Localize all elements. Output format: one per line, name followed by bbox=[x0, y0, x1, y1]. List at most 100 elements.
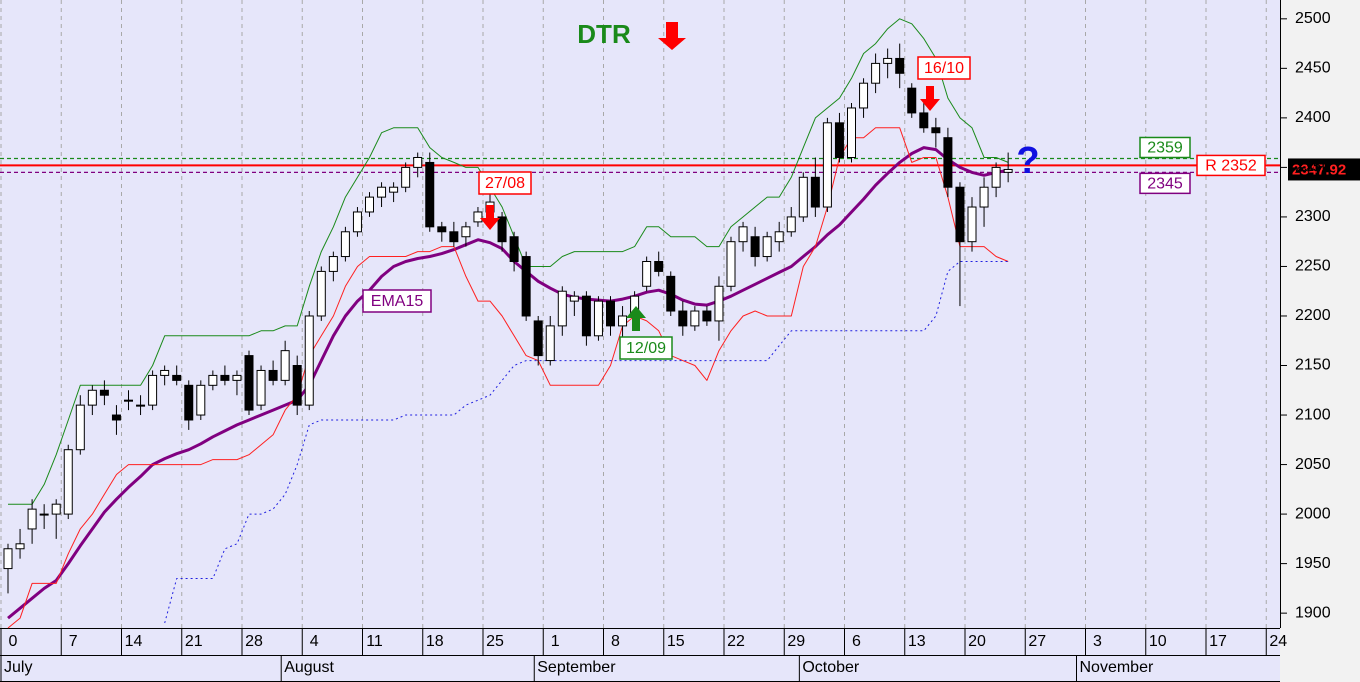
month-label: November bbox=[1080, 659, 1154, 676]
candle-body bbox=[545, 325, 555, 362]
overlay: 2359 R 2352 2345 EMA15 2347.92 DTR 27/08 16/10 1… bbox=[362, 19, 1360, 360]
x-tick-label: 24 bbox=[1269, 633, 1287, 650]
candle-body bbox=[220, 374, 230, 381]
candle-body bbox=[786, 216, 796, 233]
y-tick-label: 2150 bbox=[1295, 357, 1331, 374]
candle-body bbox=[340, 231, 350, 258]
candle-body bbox=[726, 241, 736, 287]
candle-body bbox=[810, 176, 820, 208]
y-tick-label: 2350 bbox=[1295, 159, 1331, 176]
candle-body bbox=[87, 389, 97, 406]
candle-body bbox=[389, 186, 399, 193]
annotation: DTR bbox=[577, 19, 631, 49]
y-tick-label: 2250 bbox=[1295, 258, 1331, 275]
level-label: 2359 bbox=[1147, 140, 1183, 157]
y-tick-label: 2000 bbox=[1295, 505, 1331, 522]
candle-body bbox=[762, 236, 772, 258]
candle-body bbox=[991, 166, 1001, 188]
series-label: EMA15 bbox=[371, 293, 424, 310]
candle-body bbox=[15, 543, 25, 550]
candle-body bbox=[654, 261, 664, 272]
down-arrow bbox=[480, 205, 500, 230]
candle-body bbox=[690, 310, 700, 327]
annotation-box bbox=[478, 171, 532, 195]
candle-body bbox=[509, 236, 519, 263]
candle-body bbox=[244, 355, 254, 411]
candle-body bbox=[292, 365, 302, 406]
candle-body bbox=[642, 261, 652, 287]
candle-body bbox=[931, 127, 941, 134]
candle-body bbox=[738, 226, 748, 243]
candle-body bbox=[557, 290, 567, 327]
x-tick-label: 13 bbox=[908, 633, 926, 650]
x-tick-label: 14 bbox=[125, 633, 143, 650]
x-tick-label: 28 bbox=[245, 633, 263, 650]
candle-body bbox=[1003, 168, 1013, 173]
candle-body bbox=[859, 82, 869, 109]
candle-body bbox=[172, 374, 182, 381]
x-tick-label: 6 bbox=[852, 633, 861, 650]
x-tick-label: 15 bbox=[667, 633, 685, 650]
x-tick-label: 3 bbox=[1093, 633, 1102, 650]
level-label: 2345 bbox=[1147, 176, 1183, 193]
candle-body bbox=[871, 62, 881, 84]
candle-body bbox=[232, 374, 242, 381]
x-tick-label: 27 bbox=[1028, 633, 1046, 650]
candle-body bbox=[377, 186, 387, 198]
candle-body bbox=[27, 508, 37, 530]
candle-body bbox=[401, 166, 411, 188]
candle-body bbox=[3, 548, 13, 570]
candle-body bbox=[834, 122, 844, 158]
candle-body bbox=[618, 315, 628, 327]
candle-body bbox=[437, 226, 447, 233]
annotation: 16/10 bbox=[924, 60, 964, 77]
candle-body bbox=[979, 186, 989, 208]
level-label-box bbox=[1139, 136, 1191, 159]
x-tick-label: 22 bbox=[727, 633, 745, 650]
candle-body bbox=[280, 350, 290, 381]
candle-body bbox=[268, 369, 278, 381]
candle-body bbox=[798, 176, 808, 218]
y-tick-label: 2200 bbox=[1295, 307, 1331, 324]
candle-body bbox=[75, 404, 85, 451]
candle-body bbox=[919, 112, 929, 129]
candle-body bbox=[124, 399, 133, 402]
up-arrow bbox=[626, 306, 646, 331]
candle-body bbox=[136, 404, 146, 407]
candle-body bbox=[666, 275, 676, 312]
candle-body bbox=[907, 87, 917, 114]
last-price-label: 2347.92 bbox=[1292, 161, 1346, 178]
candle-body bbox=[160, 369, 170, 376]
x-tick-label: 0 bbox=[9, 633, 18, 650]
x-tick-label: 10 bbox=[1149, 633, 1167, 650]
month-label: July bbox=[4, 659, 32, 676]
grid bbox=[0, 0, 1267, 628]
candle-body bbox=[208, 374, 218, 386]
candle-body bbox=[256, 369, 266, 406]
y-tick-label: 1900 bbox=[1295, 604, 1331, 621]
x-tick-label: 4 bbox=[310, 633, 319, 650]
candle-body bbox=[533, 320, 543, 357]
x-tick-label: 7 bbox=[69, 633, 78, 650]
candle-body bbox=[606, 300, 615, 327]
candle-body bbox=[449, 231, 459, 243]
candle-body bbox=[328, 256, 338, 272]
candle-body bbox=[461, 226, 471, 238]
candle-body bbox=[569, 295, 579, 302]
candle-body bbox=[497, 216, 507, 243]
annotation: 12/09 bbox=[626, 340, 666, 357]
candle-body bbox=[593, 300, 603, 337]
axis-background bbox=[1280, 0, 1360, 682]
candle-body bbox=[148, 374, 158, 406]
annotation: ? bbox=[1016, 140, 1039, 182]
y-tick-label: 2300 bbox=[1295, 208, 1331, 225]
candle-body bbox=[774, 231, 784, 243]
candle-body bbox=[473, 211, 483, 223]
candle-body bbox=[111, 414, 121, 421]
candle-body bbox=[895, 57, 905, 74]
candle-body bbox=[316, 270, 326, 317]
candle-body bbox=[352, 211, 362, 233]
candle-body bbox=[425, 161, 435, 228]
candle-body bbox=[304, 315, 314, 406]
last-price-box bbox=[1288, 158, 1360, 181]
